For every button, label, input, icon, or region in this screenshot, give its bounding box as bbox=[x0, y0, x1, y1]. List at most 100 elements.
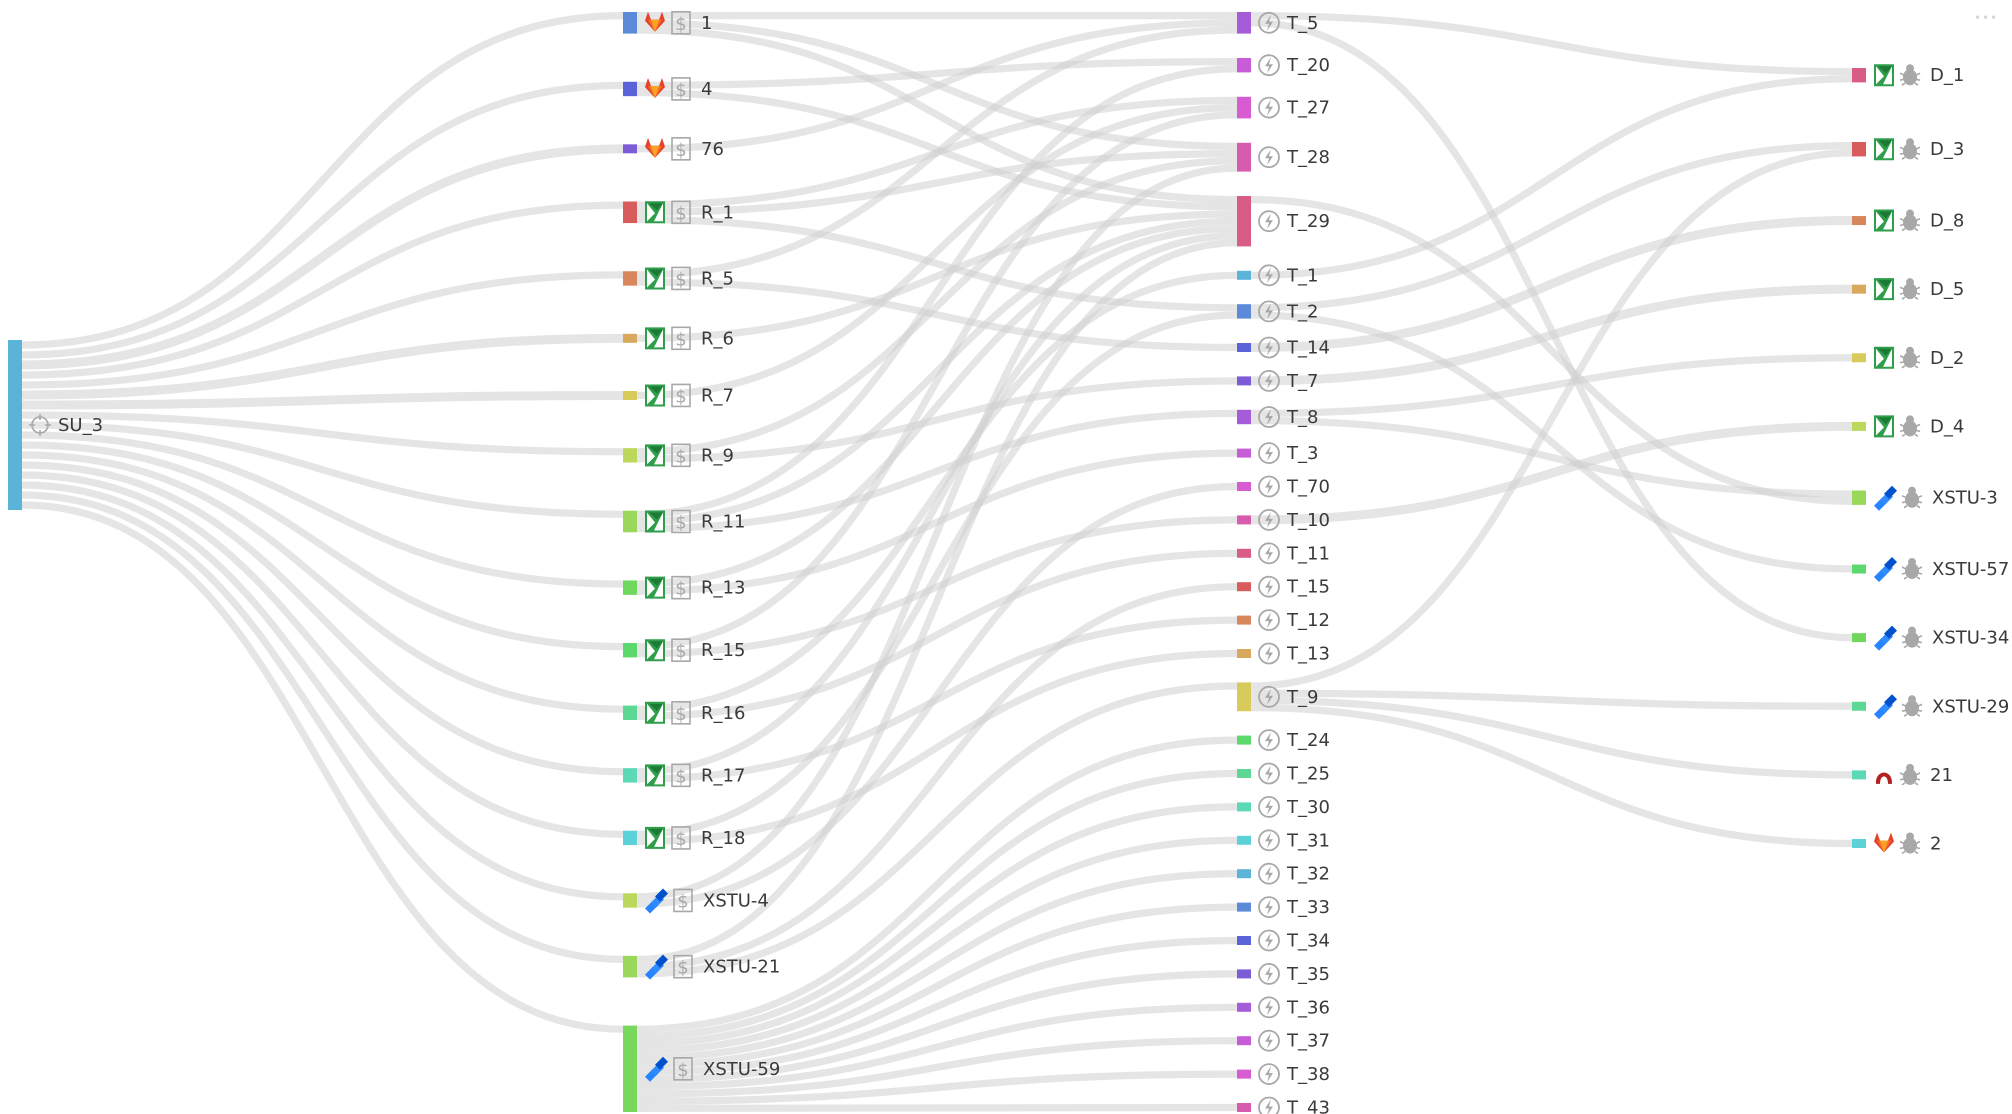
link-1-T_29[interactable] bbox=[636, 26, 1238, 204]
node-bar[interactable] bbox=[1852, 633, 1866, 643]
node-bar[interactable] bbox=[623, 510, 637, 533]
node-bar[interactable] bbox=[623, 201, 637, 224]
link-R_18-T_13[interactable] bbox=[636, 649, 1238, 846]
link-R_16-T_11[interactable] bbox=[636, 549, 1238, 720]
node-D_1[interactable]: D_1 bbox=[1852, 64, 1964, 87]
link-XSTU-59-T_35[interactable] bbox=[636, 970, 1238, 1084]
node-R_17[interactable]: $ R_17 bbox=[623, 763, 745, 787]
node-T_20[interactable]: T_20 bbox=[1237, 54, 1330, 76]
link-T_9-XSTU-29[interactable] bbox=[1250, 689, 1853, 710]
node-bar[interactable] bbox=[1237, 936, 1251, 945]
node-T_15[interactable]: T_15 bbox=[1237, 575, 1330, 598]
node-bar[interactable] bbox=[1852, 701, 1866, 711]
node-D_4[interactable]: D_4 bbox=[1852, 415, 1964, 438]
node-bar[interactable] bbox=[623, 333, 637, 343]
node-T_36[interactable]: T_36 bbox=[1237, 996, 1330, 1018]
link-R_11-T_8[interactable] bbox=[636, 409, 1238, 533]
node-T_12[interactable]: T_12 bbox=[1237, 609, 1330, 631]
link-XSTU-59-T_37[interactable] bbox=[636, 1037, 1238, 1098]
link-R_13-T_29[interactable] bbox=[636, 224, 1238, 588]
link-XSTU-4-T_70[interactable] bbox=[636, 482, 1238, 908]
node-T_13[interactable]: T_13 bbox=[1237, 642, 1330, 665]
link-R_18-T_2[interactable] bbox=[636, 311, 1238, 838]
link-XSTU-59-T_36[interactable] bbox=[636, 1003, 1238, 1091]
node-bar[interactable] bbox=[623, 705, 637, 720]
node-bar[interactable] bbox=[1852, 490, 1866, 505]
link-SU_3-R_11[interactable] bbox=[21, 421, 624, 518]
link-XSTU-59-T_24[interactable] bbox=[636, 736, 1238, 1033]
link-R_13-T_3[interactable] bbox=[636, 449, 1238, 595]
link-R_9-T_28[interactable] bbox=[636, 157, 1238, 456]
node-21[interactable]: 21 bbox=[1852, 763, 1953, 786]
node-T_38[interactable]: T_38 bbox=[1237, 1063, 1330, 1085]
node-bar[interactable] bbox=[1237, 869, 1251, 879]
node-4[interactable]: $4 bbox=[623, 77, 712, 101]
link-XSTU-59-T_30[interactable] bbox=[636, 803, 1238, 1048]
more-menu-icon[interactable]: ··· bbox=[1974, 6, 1998, 31]
node-SU_3[interactable]: SU_3 bbox=[8, 340, 103, 510]
link-76-T_5[interactable] bbox=[636, 19, 1238, 153]
node-XSTU-29[interactable]: XSTU-29 bbox=[1852, 694, 2009, 720]
node-bar[interactable] bbox=[1237, 969, 1251, 979]
node-bar[interactable] bbox=[1852, 353, 1866, 363]
link-R_9-T_7[interactable] bbox=[636, 377, 1238, 463]
link-R_11-T_20[interactable] bbox=[636, 65, 1238, 518]
node-bar[interactable] bbox=[623, 643, 637, 658]
link-R_7-T_27[interactable] bbox=[636, 104, 1238, 400]
node-T_11[interactable]: T_11 bbox=[1237, 542, 1330, 564]
node-T_5[interactable]: T_5 bbox=[1237, 11, 1318, 34]
link-XSTU-59-T_43[interactable] bbox=[636, 1103, 1238, 1112]
link-SU_3-1[interactable] bbox=[21, 12, 624, 349]
node-bar[interactable] bbox=[1237, 96, 1251, 119]
node-bar[interactable] bbox=[623, 955, 637, 978]
node-bar[interactable] bbox=[1237, 735, 1251, 745]
node-bar[interactable] bbox=[1237, 343, 1251, 352]
link-XSTU-59-T_38[interactable] bbox=[636, 1070, 1238, 1105]
node-bar[interactable] bbox=[623, 144, 637, 154]
node-bar[interactable] bbox=[1852, 68, 1866, 83]
node-bar[interactable] bbox=[1852, 839, 1866, 848]
node-bar[interactable] bbox=[623, 1025, 637, 1112]
link-R_6-T_29[interactable] bbox=[636, 210, 1238, 342]
node-bar[interactable] bbox=[1237, 835, 1251, 845]
node-R_9[interactable]: $ R_9 bbox=[623, 443, 734, 467]
link-T_9-D_3[interactable] bbox=[1250, 149, 1853, 690]
link-XSTU-21-T_29[interactable] bbox=[636, 239, 1238, 964]
node-bar[interactable] bbox=[623, 81, 637, 97]
link-SU_3-R_13[interactable] bbox=[21, 431, 624, 588]
node-bar[interactable] bbox=[1237, 515, 1251, 525]
link-T_29-XSTU-3[interactable] bbox=[1250, 196, 1853, 505]
link-T_9-2[interactable] bbox=[1250, 704, 1853, 848]
link-SU_3-XSTU-4[interactable] bbox=[21, 481, 624, 901]
node-XSTU-3[interactable]: XSTU-3 bbox=[1852, 485, 1998, 511]
node-bar[interactable] bbox=[1237, 1103, 1251, 1112]
node-2[interactable]: 2 bbox=[1852, 832, 1941, 855]
link-XSTU-59-T_33[interactable] bbox=[636, 903, 1238, 1069]
link-R_16-T_1[interactable] bbox=[636, 271, 1238, 713]
link-R_15-T_27[interactable] bbox=[636, 111, 1238, 651]
node-bar[interactable] bbox=[1237, 409, 1251, 425]
link-T_5-XSTU-34[interactable] bbox=[1250, 19, 1853, 642]
node-XSTU-4[interactable]: $ XSTU-4 bbox=[623, 888, 769, 914]
node-bar[interactable] bbox=[1237, 802, 1251, 812]
node-R_18[interactable]: $ R_18 bbox=[623, 826, 745, 850]
node-D_8[interactable]: D_8 bbox=[1852, 209, 1964, 232]
node-T_32[interactable]: T_32 bbox=[1237, 862, 1330, 885]
node-T_29[interactable]: T_29 bbox=[1237, 196, 1330, 247]
link-T_7-D_5[interactable] bbox=[1250, 284, 1853, 386]
node-T_1[interactable]: T_1 bbox=[1237, 264, 1318, 286]
node-1[interactable]: $1 bbox=[623, 10, 712, 35]
link-XSTU-21-T_15[interactable] bbox=[636, 583, 1238, 971]
node-bar[interactable] bbox=[623, 893, 637, 908]
link-SU_3-R_9[interactable] bbox=[21, 411, 624, 456]
node-bar[interactable] bbox=[623, 271, 637, 286]
node-bar[interactable] bbox=[8, 340, 22, 510]
node-bar[interactable] bbox=[1237, 1002, 1251, 1012]
node-D_5[interactable]: D_5 bbox=[1852, 278, 1964, 301]
link-SU_3-R_1[interactable] bbox=[21, 201, 624, 379]
link-R_5-T_5[interactable] bbox=[636, 26, 1238, 279]
node-T_2[interactable]: T_2 bbox=[1237, 300, 1318, 322]
node-T_24[interactable]: T_24 bbox=[1237, 729, 1330, 751]
link-SU_3-R_17[interactable] bbox=[21, 461, 624, 776]
link-XSTU-4-T_28[interactable] bbox=[636, 164, 1238, 901]
